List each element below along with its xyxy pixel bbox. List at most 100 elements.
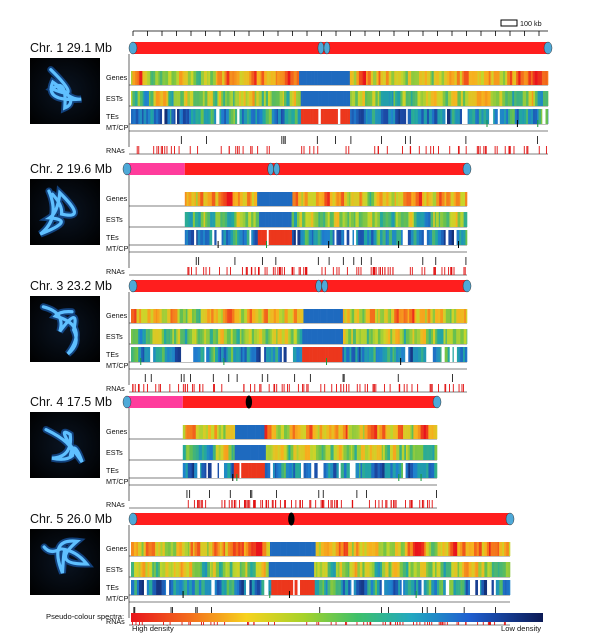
chromosome-panel-5: Chr. 5 26.0 Mb Genes ESTs TEs MT/CP RNAs <box>30 512 515 626</box>
chromosome-title: Chr. 4 17.5 Mb <box>30 395 112 409</box>
centromere <box>245 395 253 409</box>
track-genes: Genes <box>106 71 549 86</box>
track-label: ESTs <box>106 565 123 574</box>
track-ests: ESTs <box>106 91 549 107</box>
chromosome-ideogram <box>128 41 553 55</box>
chromosome-fish-image <box>30 529 100 595</box>
track-label: TEs <box>106 350 119 359</box>
track-label: RNAs <box>106 384 125 393</box>
track-rnas: RNAs <box>106 490 437 509</box>
track-ests: ESTs <box>106 329 468 345</box>
nor-region <box>127 396 183 408</box>
chromosome-arm <box>133 280 467 292</box>
chromosome-fish-image <box>30 179 100 245</box>
telomere-cap <box>122 162 132 176</box>
telomere-cap <box>128 279 138 293</box>
centromere <box>323 41 331 55</box>
track-label: MT/CP <box>106 123 129 132</box>
chromosome-title: Chr. 5 26.0 Mb <box>30 512 112 526</box>
chromosome-fish-image <box>30 296 100 362</box>
legend-spectrum-bar <box>131 613 543 622</box>
track-mt-cp: MT/CP <box>106 591 510 603</box>
chromosome-title: Chr. 3 23.2 Mb <box>30 279 112 293</box>
telomere-cap <box>462 279 472 293</box>
chromosome-panel-2: Chr. 2 19.6 Mb Genes ESTs TEs MT/CP RNAs <box>30 162 472 276</box>
centromere <box>321 279 328 293</box>
chromosome-ideogram <box>122 395 442 409</box>
track-tes: TEs <box>106 580 511 596</box>
chromosome-arm <box>184 163 468 175</box>
track-tes: TEs <box>106 463 438 479</box>
telomere-cap <box>462 162 472 176</box>
centromere <box>317 41 325 55</box>
track-genes: Genes <box>106 425 438 440</box>
track-rnas: RNAs <box>106 374 467 393</box>
nor-region <box>127 163 185 175</box>
track-label: TEs <box>106 466 119 475</box>
track-label: Genes <box>106 194 128 203</box>
position-ruler <box>132 30 548 36</box>
track-label: Genes <box>106 544 128 553</box>
telomere-cap <box>505 512 515 526</box>
track-label: ESTs <box>106 448 123 457</box>
track-label: TEs <box>106 112 119 121</box>
track-label: MT/CP <box>106 477 129 486</box>
track-label: MT/CP <box>106 361 129 370</box>
track-mt-cp: MT/CP <box>106 120 548 132</box>
chromosome-ideogram <box>122 162 472 176</box>
chromosome-panel-4: Chr. 4 17.5 Mb Genes ESTs TEs MT/CP RNAs <box>30 395 442 509</box>
chromosome-title: Chr. 1 29.1 Mb <box>30 41 112 55</box>
track-tes: TEs <box>106 230 468 246</box>
scale-bar-label: 100 kb <box>520 19 542 28</box>
track-label: ESTs <box>106 332 123 341</box>
centromere <box>267 162 274 176</box>
track-label: TEs <box>106 583 119 592</box>
track-ests: ESTs <box>106 445 438 461</box>
track-label: ESTs <box>106 215 123 224</box>
track-mt-cp: MT/CP <box>106 358 467 370</box>
track-genes: Genes <box>106 192 468 207</box>
track-mt-cp: MT/CP <box>106 474 437 486</box>
track-mt-cp: MT/CP <box>106 241 467 253</box>
track-label: RNAs <box>106 146 125 155</box>
chromosome-arm <box>133 42 548 54</box>
track-label: RNAs <box>106 617 125 626</box>
chromosome-ideogram <box>128 512 515 526</box>
telomere-cap <box>122 395 132 409</box>
chromosome-fish-image <box>30 412 100 478</box>
telomere-cap <box>432 395 442 409</box>
track-rnas: RNAs <box>106 136 548 155</box>
centromere <box>273 162 280 176</box>
centromere <box>315 279 322 293</box>
track-label: Genes <box>106 311 128 320</box>
chromosome-fish-image <box>30 58 100 124</box>
legend-low-label: Low density <box>501 624 541 633</box>
track-ests: ESTs <box>106 212 468 228</box>
legend: Pseudo-colour spectra: High density Low … <box>46 612 543 633</box>
scale-bar: 100 kb <box>500 19 542 28</box>
track-label: RNAs <box>106 500 125 509</box>
track-label: Genes <box>106 73 128 82</box>
chromosome-panel-1: Chr. 1 29.1 Mb Genes ESTs TEs MT/CP RNAs <box>30 30 553 155</box>
centromere <box>288 512 295 526</box>
track-label: RNAs <box>106 267 125 276</box>
track-tes: TEs <box>106 109 549 125</box>
track-genes: Genes <box>106 309 468 324</box>
chromosome-title: Chr. 2 19.6 Mb <box>30 162 112 176</box>
scale-bar-box <box>500 19 518 27</box>
track-label: MT/CP <box>106 244 129 253</box>
track-label: Genes <box>106 427 128 436</box>
chromosome-arm <box>182 396 437 408</box>
track-label: MT/CP <box>106 594 129 603</box>
chromosome-ideogram <box>128 279 472 293</box>
telomere-cap <box>128 512 138 526</box>
track-label: TEs <box>106 233 119 242</box>
track-ests: ESTs <box>106 562 511 578</box>
legend-label: Pseudo-colour spectra: <box>46 612 124 621</box>
track-label: ESTs <box>106 94 123 103</box>
telomere-cap <box>543 41 553 55</box>
telomere-cap <box>128 41 138 55</box>
track-rnas: RNAs <box>106 257 467 276</box>
track-tes: TEs <box>106 347 468 363</box>
